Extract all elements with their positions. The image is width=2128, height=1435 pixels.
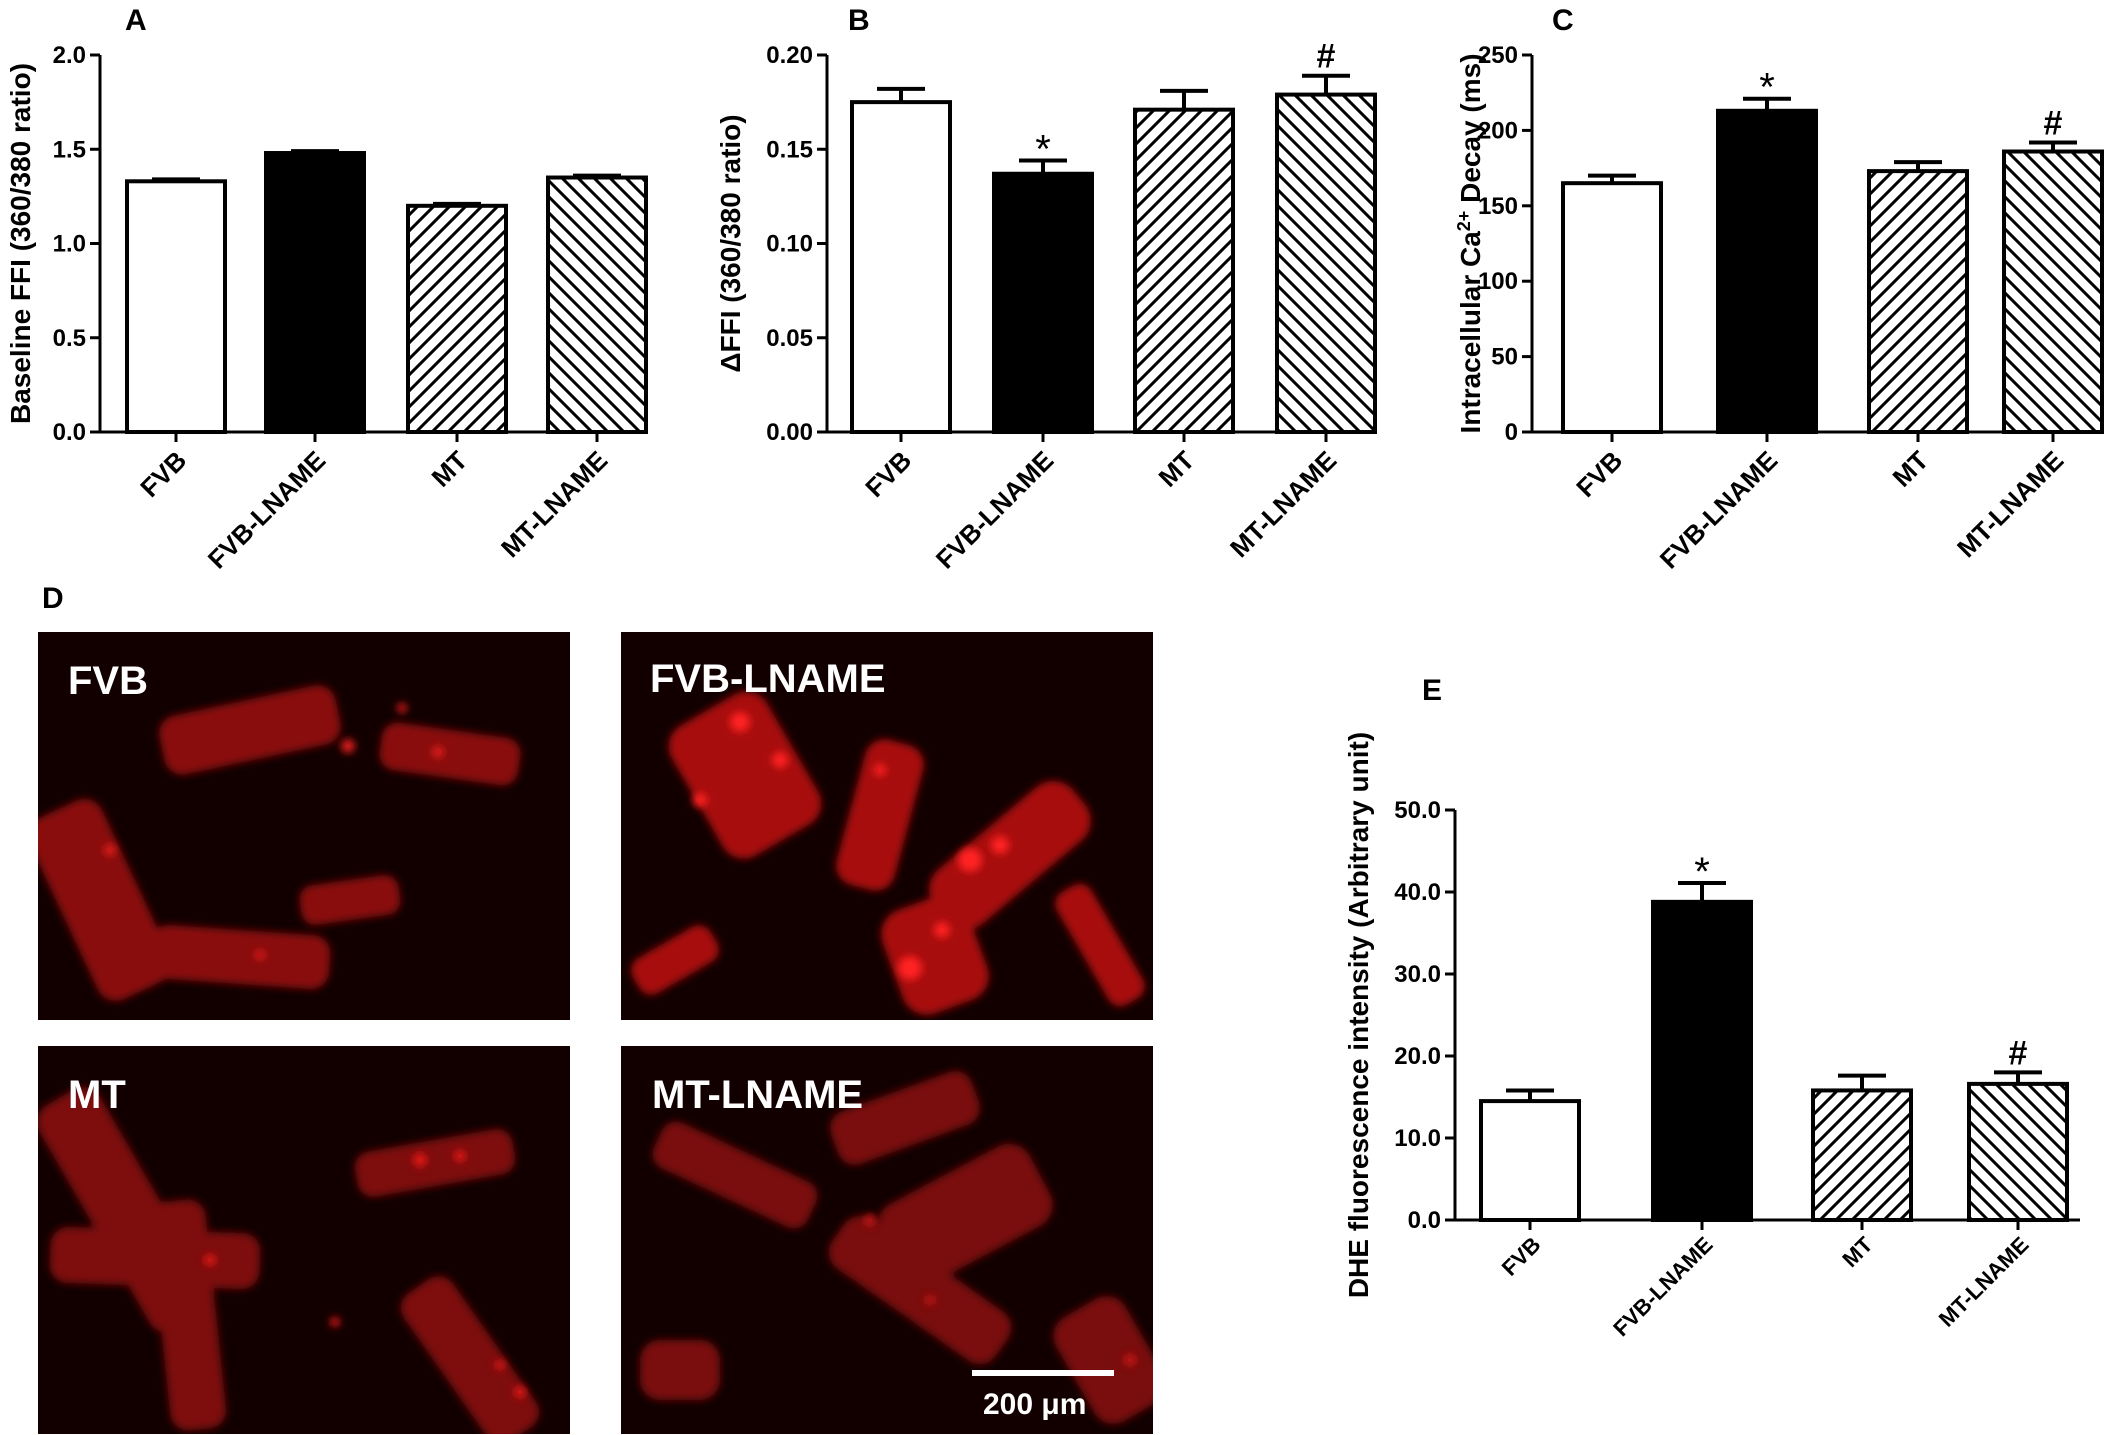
micrograph-label-mt: MT (68, 1073, 126, 1117)
bar-mt-lname (546, 175, 648, 434)
category-label: MT-LNAME (495, 445, 613, 563)
category-label: FVB (1570, 445, 1628, 503)
panel-letter-e: E (1422, 674, 1442, 707)
micrograph-label-fvb-lname: FVB-LNAME (650, 657, 886, 701)
y-tick-label: 20.0 (1394, 1043, 1441, 1070)
category-label: FVB-LNAME (202, 445, 331, 574)
micrograph-mt-lname: 200 μm MT-LNAME (621, 1046, 1153, 1434)
category-label: FVB-LNAME (1608, 1232, 1717, 1341)
y-tick-label: 50 (1491, 344, 1518, 371)
significance-hash: # (2009, 1034, 2028, 1072)
micrograph-fvb: FVB (38, 632, 570, 1020)
micrograph-label-mt-lname: MT-LNAME (652, 1073, 863, 1117)
significance-star: * (1759, 66, 1775, 110)
y-tick-label: 150 (1478, 193, 1518, 220)
y-tick-label: 200 (1478, 117, 1518, 144)
bar-fvb-lname (992, 171, 1094, 434)
y-axis-label: Baseline FFI (360/380 ratio) (5, 63, 36, 424)
panel-e-chart: E 0.0 10.0 20.0 30.0 40.0 50.0 DHE fluorescence… (1343, 674, 2080, 1341)
y-tick-label: 30.0 (1394, 961, 1441, 988)
bar-fvb (1479, 1099, 1581, 1222)
scale-bar-label: 200 μm (983, 1388, 1086, 1421)
bar-mt-lname (1967, 1081, 2069, 1222)
bar-mt (406, 203, 508, 434)
significance-star: * (1035, 128, 1051, 172)
significance-hash: # (1317, 38, 1336, 76)
bar-fvb-lname (1716, 108, 1818, 435)
micrograph-mt: MT (38, 1046, 570, 1434)
significance-star: * (1694, 850, 1710, 894)
y-axis-label: Intracellular Ca2+ Decay (ms) (1454, 53, 1486, 433)
panel-letter-d: D (42, 582, 64, 615)
y-tick-label: 50.0 (1394, 797, 1441, 824)
bar-fvb (850, 100, 952, 434)
panel-letter-c: C (1552, 4, 1574, 37)
bar-fvb (125, 179, 227, 434)
y-axis-label: DHE fluorescence intensity (Arbitrary un… (1343, 732, 1374, 1298)
significance-hash: # (2044, 104, 2063, 142)
y-tick-label: 0.15 (766, 136, 813, 163)
category-label: FVB (1497, 1232, 1546, 1281)
category-label: FVB (134, 445, 192, 503)
y-tick-label: 0.20 (766, 42, 813, 69)
y-tick-label: 0.0 (1408, 1207, 1441, 1234)
y-tick-label: 0.10 (766, 231, 813, 258)
category-label: MT (1886, 445, 1934, 493)
panel-a-chart: A 0.0 0.5 1.0 1.5 2.0 Baseline FFI (360/380 ra… (5, 4, 648, 574)
y-tick-label: 2.0 (53, 42, 86, 69)
bar-mt-lname (1275, 92, 1377, 435)
scale-bar (972, 1370, 1114, 1376)
panel-letter-a: A (125, 4, 147, 37)
category-label: FVB-LNAME (1654, 445, 1783, 574)
category-label: MT (1837, 1231, 1878, 1272)
y-tick-label: 100 (1478, 268, 1518, 295)
bar-fvb-lname (264, 151, 366, 435)
y-tick-label: 0.05 (766, 325, 813, 352)
category-label: MT (425, 445, 473, 493)
bar-mt (1867, 169, 1969, 434)
bar-fvb (1561, 181, 1663, 434)
category-label: MT-LNAME (1934, 1232, 2034, 1332)
micrograph-label-fvb: FVB (68, 659, 148, 703)
y-tick-label: 1.0 (53, 231, 86, 258)
bar-mt (1811, 1088, 1913, 1222)
y-tick-label: 10.0 (1394, 1125, 1441, 1152)
y-tick-label: 0.5 (53, 325, 86, 352)
bar-mt (1133, 107, 1235, 434)
y-tick-label: 0.0 (53, 419, 86, 446)
category-label: MT (1152, 445, 1200, 493)
y-tick-label: 40.0 (1394, 879, 1441, 906)
y-tick-label: 0 (1505, 419, 1518, 446)
bar-fvb-lname (1651, 899, 1753, 1223)
y-tick-label: 0.00 (766, 419, 813, 446)
category-label: MT-LNAME (1951, 445, 2069, 563)
micrograph-fvb-lname: FVB-LNAME (621, 632, 1153, 1020)
y-tick-label: 1.5 (53, 136, 86, 163)
bar-mt-lname (2002, 149, 2104, 434)
category-label: FVB (859, 445, 917, 503)
y-axis-label: ΔFFI (360/380 ratio) (715, 114, 746, 372)
y-tick-label: 250 (1478, 42, 1518, 69)
panel-letter-b: B (848, 4, 870, 37)
category-label: MT-LNAME (1224, 445, 1342, 563)
panel-b-chart: B 0.00 0.05 0.10 0.15 0.20 ΔFFI (360/380 ratio… (715, 4, 1377, 574)
category-label: FVB-LNAME (930, 445, 1059, 574)
